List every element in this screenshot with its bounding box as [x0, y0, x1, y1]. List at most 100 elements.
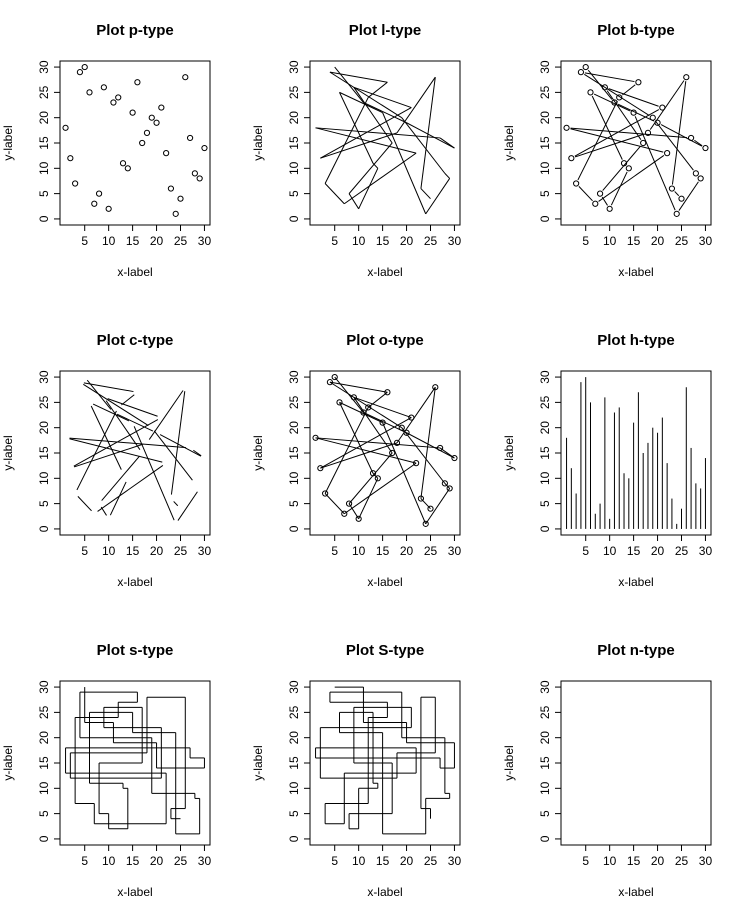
data-point: [606, 205, 613, 212]
data-point: [129, 109, 136, 116]
data-segment: [678, 181, 699, 211]
data-point: [692, 170, 699, 177]
data-segment: [133, 426, 175, 521]
data-point: [182, 74, 189, 81]
x-tick-label: 20: [400, 544, 414, 558]
data-point: [592, 200, 599, 207]
data-segment: [153, 430, 193, 481]
data-segment: [420, 77, 436, 189]
plot-box: [59, 370, 211, 536]
y-tick-label: 15: [287, 446, 301, 460]
y-tick-label: 5: [538, 810, 552, 817]
y-tick-label: 20: [538, 731, 552, 745]
data-point: [312, 434, 319, 441]
data-point: [62, 124, 69, 131]
panel-title: Plot o-type: [346, 332, 424, 349]
data-point: [148, 114, 155, 121]
data-point: [649, 114, 656, 121]
x-tick-label: 25: [174, 854, 188, 868]
data-point: [124, 165, 131, 172]
data-point: [702, 144, 709, 152]
data-segment: [320, 132, 398, 159]
y-tick-label: 25: [538, 85, 552, 99]
data-segment: [315, 127, 417, 154]
data-point: [345, 500, 353, 507]
data-segment: [608, 88, 659, 107]
y-tick-label: 0: [287, 525, 301, 532]
x-tick-label: 5: [81, 544, 88, 558]
x-axis-label: x-label: [618, 885, 653, 899]
data-point: [326, 379, 334, 386]
data-segment: [177, 491, 198, 521]
data-point: [596, 190, 604, 197]
y-tick-label: 10: [538, 471, 552, 485]
data-point: [398, 424, 405, 431]
data-point: [153, 119, 160, 126]
x-tick-label: 10: [352, 234, 366, 248]
x-tick-label: 25: [675, 234, 689, 248]
data-segment: [444, 483, 451, 489]
data-segment: [372, 162, 379, 169]
y-axis-label: y-label: [502, 745, 516, 780]
x-tick-label: 10: [352, 544, 366, 558]
data-point: [186, 134, 194, 142]
data-segment: [76, 410, 117, 491]
data-point: [582, 63, 589, 71]
x-tick-label: 15: [376, 234, 390, 248]
x-tick-label: 25: [424, 234, 438, 248]
data-segment: [420, 387, 436, 499]
data-point: [389, 449, 396, 457]
panel-S-type: Plot S-type 5 10 15 20 25 30 0 5 10 15 20 25 30 x-labe…: [251, 642, 461, 899]
data-segment: [606, 90, 642, 140]
x-tick-label: 15: [376, 544, 390, 558]
data-segment: [101, 455, 140, 501]
x-tick-label: 30: [198, 234, 212, 248]
data-segment: [602, 145, 641, 191]
y-tick-label: 15: [538, 756, 552, 770]
panel-title: Plot l-type: [349, 22, 422, 39]
data-point: [601, 84, 608, 91]
data-point: [163, 150, 170, 157]
data-point: [664, 150, 671, 157]
y-tick-label: 10: [37, 471, 51, 485]
y-axis-label: y-label: [1, 435, 15, 470]
data-point: [115, 94, 122, 101]
data-segment: [116, 413, 154, 432]
y-tick-label: 30: [287, 370, 301, 384]
y-tick-label: 5: [538, 190, 552, 197]
data-point: [563, 124, 570, 131]
y-tick-label: 0: [538, 215, 552, 222]
y-tick-label: 0: [287, 835, 301, 842]
data-point: [568, 155, 575, 162]
data-point: [687, 134, 695, 142]
data-point: [317, 465, 324, 472]
data-segment: [159, 434, 202, 457]
x-tick-label: 30: [699, 544, 713, 558]
y-tick-label: 10: [538, 161, 552, 175]
data-segment: [578, 186, 593, 202]
data-segment: [107, 398, 158, 417]
data-point: [436, 444, 444, 452]
y-axis-label: y-label: [502, 435, 516, 470]
data-point: [441, 480, 448, 487]
x-tick-label: 5: [582, 234, 589, 248]
data-segment: [109, 481, 127, 516]
data-segment: [396, 76, 436, 134]
y-tick-label: 5: [37, 190, 51, 197]
panel-c-type: Plot c-type 5 10 15 20 25 30 0 5 10 15 20 25 30 x-labe…: [1, 332, 211, 589]
y-tick-label: 20: [287, 731, 301, 745]
data-point: [427, 505, 434, 512]
data-point: [673, 210, 680, 217]
y-axis-label: y-label: [1, 745, 15, 780]
x-tick-label: 15: [376, 854, 390, 868]
x-tick-label: 30: [699, 234, 713, 248]
data-segment: [367, 81, 388, 98]
plot-box: [560, 60, 712, 226]
y-tick-label: 5: [37, 810, 51, 817]
data-segment: [574, 133, 645, 158]
data-point: [105, 205, 112, 212]
x-tick-label: 10: [352, 854, 366, 868]
y-tick-label: 30: [538, 60, 552, 74]
data-segment: [382, 112, 427, 215]
data-point: [143, 129, 151, 136]
